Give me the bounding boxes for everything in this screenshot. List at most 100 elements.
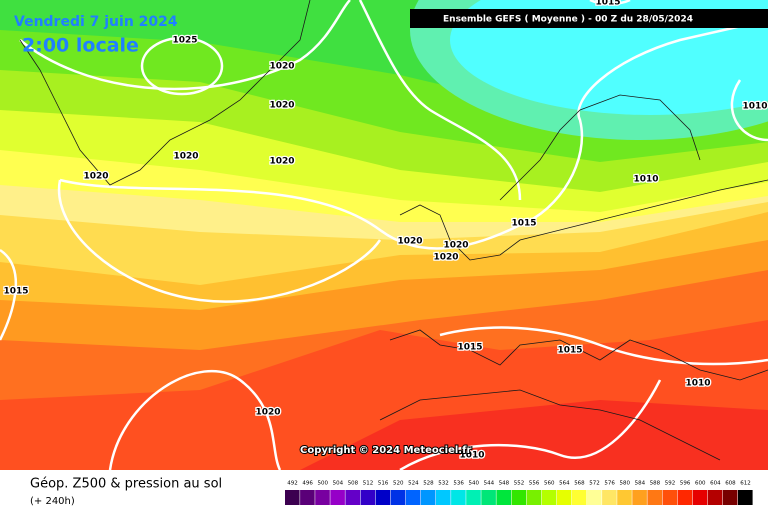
isobar-label: 1010 [742,102,767,112]
scale-label: 604 [710,481,721,487]
scale-swatch [722,490,738,505]
scale-label: 556 [529,481,540,487]
scale-swatch [315,490,330,505]
scale-swatch [602,490,617,505]
scale-label: 576 [604,481,615,487]
isobar-label: 1015 [3,287,28,297]
scale-swatch [285,490,300,505]
scale-swatch [632,490,647,505]
scale-swatch [496,490,511,505]
isobar-label: 1015 [511,219,536,229]
scale-swatch [526,490,542,505]
isobar [108,369,282,470]
isobars [0,0,768,470]
isobar-label: 1020 [269,157,294,167]
scale-swatch [707,490,723,505]
time: 2:00 locale [22,35,139,57]
scale-label: 584 [635,481,646,487]
scale-swatch [405,490,421,505]
scale-label: 516 [378,481,389,487]
footer-title: Géop. Z500 & pression au sol [30,477,222,492]
coastlines [19,0,768,461]
footer-lead: (+ 240h) [30,496,75,507]
scale-label: 528 [423,481,434,487]
scale-label: 548 [499,481,510,487]
isobar-label: 1020 [397,237,422,247]
isobar-label: 1020 [443,241,468,251]
isobar [57,179,382,303]
scale-swatch [451,490,466,505]
scale-label: 496 [302,481,313,487]
scale-label: 568 [574,481,585,487]
scale-swatch [436,490,451,505]
isobar [730,79,768,142]
scale-swatch [330,490,345,505]
copyright: Copyright © 2024 Meteociel.fr [300,445,471,456]
isobar [439,326,768,366]
scale-swatch [677,490,693,505]
scale-swatch [692,490,708,505]
isobar-label: 1020 [255,408,280,418]
coastline [389,329,768,381]
scale-label: 592 [665,481,676,487]
scale-swatch [481,490,496,505]
scale-label: 596 [680,481,691,487]
scale-label: 564 [559,481,570,487]
scale-swatch [300,490,315,505]
isobar [19,0,351,91]
isobar-labels: 1025 1020 1020 1020 1020 1020 1020 1020 1020 1020… [2,0,768,462]
scale-label: 580 [620,481,631,487]
scale-swatch [511,490,527,505]
scale-swatch [617,490,632,505]
scale-swatch [420,490,436,505]
scale-swatch [390,490,406,505]
isobar-label: 1020 [433,253,458,263]
scale-label: 536 [453,481,464,487]
scale-swatch [375,490,391,505]
scale-label: 540 [469,481,480,487]
scale-label: 520 [393,481,404,487]
scale-label: 612 [740,481,751,487]
scale-label: 608 [725,481,736,487]
scale-label: 532 [438,481,449,487]
scale-label: 524 [408,481,419,487]
isobar [358,0,522,201]
scale-label: 600 [695,481,706,487]
scale-swatch [647,490,662,505]
isobar-label: 1020 [269,62,294,72]
isobar-label: 1015 [557,346,582,356]
scale-label: 504 [333,481,344,487]
scale-swatch [345,490,360,505]
scale-label: 508 [348,481,359,487]
date: Vendredi 7 juin 2024 [14,14,178,30]
isobar-label: 1010 [459,451,484,461]
banner: Ensemble GEFS ( Moyenne ) - 00 Z du 28/0… [443,15,693,25]
scale-swatch [556,490,572,505]
isobar-label: 1020 [173,152,198,162]
isobar [140,36,224,96]
coastline [379,389,721,461]
isobar [59,18,768,250]
isobar-label: 1015 [457,343,482,353]
isobar-label: 1010 [633,175,658,185]
coastline [499,94,701,201]
isobar-label: 1015 [595,0,620,8]
isobar [589,0,631,5]
isobar-label: 1020 [83,172,108,182]
scale-label: 560 [544,481,555,487]
scale-swatch [587,490,602,505]
scale-swatch [541,490,557,505]
banner-bg [410,9,768,28]
isobar [0,248,18,341]
band [450,0,768,115]
scale-label: 544 [484,481,495,487]
isobar-label: 1010 [685,379,710,389]
coastline [399,179,768,261]
color-scale: 492 496 500 504 508 512 516 520 524 528 532 536 540 5… [285,481,753,505]
scale-label: 552 [514,481,525,487]
scale-label: 512 [363,481,374,487]
scale-label: 492 [287,481,298,487]
scale-label: 588 [650,481,661,487]
isobar-label: 1020 [269,101,294,111]
